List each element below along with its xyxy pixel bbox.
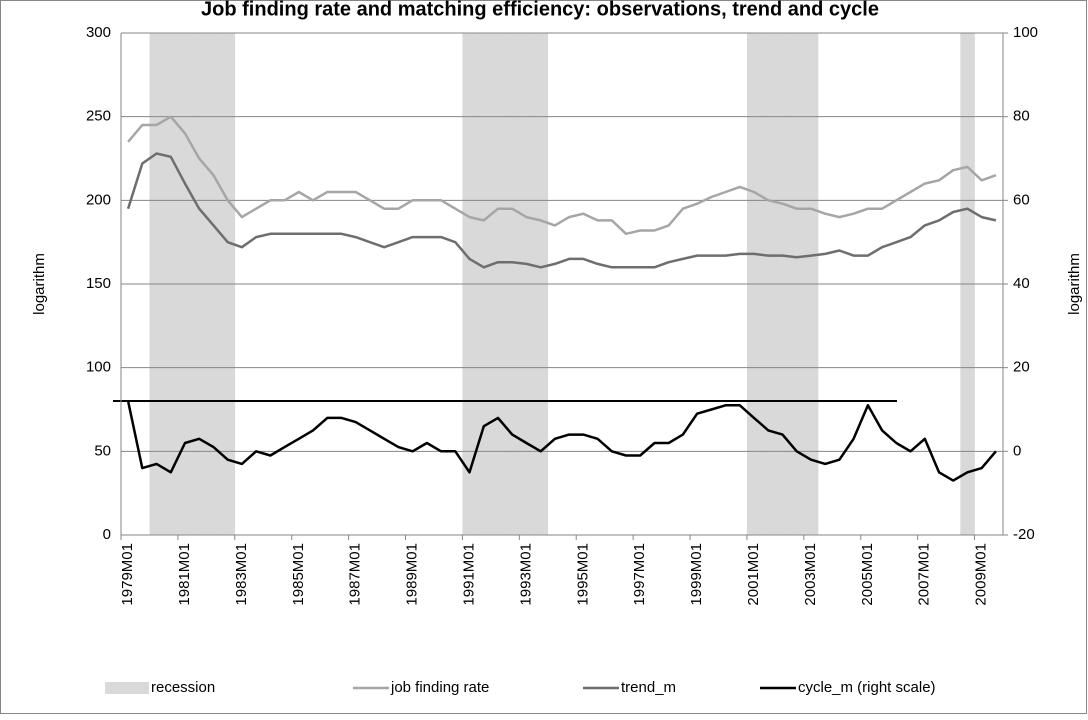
y-tick-label: 0 — [103, 526, 111, 543]
x-tick-label: 1981M01 — [176, 543, 193, 606]
y2-tick-label: 20 — [1013, 359, 1030, 376]
x-tick-label: 2003M01 — [802, 543, 819, 606]
y2-tick-label: 80 — [1013, 108, 1030, 125]
y-tick-label: 250 — [86, 108, 111, 125]
legend-label: job finding rate — [390, 679, 489, 696]
legend-swatch — [105, 682, 149, 694]
x-tick-label: 2007M01 — [916, 543, 933, 606]
x-tick-label: 1993M01 — [517, 543, 534, 606]
x-tick-label: 2001M01 — [745, 543, 762, 606]
x-tick-label: 1985M01 — [290, 543, 307, 606]
y2-tick-label: 0 — [1013, 442, 1021, 459]
y-tick-label: 300 — [86, 24, 111, 41]
y2-tick-label: 40 — [1013, 275, 1030, 292]
series-line — [126, 152, 997, 269]
y-tick-label: 150 — [86, 275, 111, 292]
x-tick-label: 1983M01 — [233, 543, 250, 606]
y2-tick-label: -20 — [1013, 526, 1035, 543]
x-tick-label: 2005M01 — [859, 543, 876, 606]
x-tick-label: 2009M01 — [973, 543, 990, 606]
chart-title: Job finding rate and matching efficiency… — [201, 0, 879, 20]
x-tick-label: 1995M01 — [574, 543, 591, 606]
y2-tick-label: 100 — [1013, 24, 1038, 41]
y-axis-label: logarithm — [31, 253, 48, 315]
plot-area — [121, 32, 1003, 536]
series-line — [127, 115, 997, 236]
legend-label: cycle_m (right scale) — [798, 679, 936, 696]
y-tick-label: 100 — [86, 359, 111, 376]
x-tick-label: 1991M01 — [461, 543, 478, 606]
x-tick-label: 1979M01 — [119, 543, 136, 606]
y-tick-label: 200 — [86, 191, 111, 208]
x-tick-label: 1989M01 — [404, 543, 421, 606]
x-tick-label: 1987M01 — [347, 543, 364, 606]
y-tick-label: 50 — [94, 442, 111, 459]
x-tick-label: 1997M01 — [631, 543, 648, 606]
legend-label: trend_m — [621, 679, 676, 696]
x-tick-label: 1999M01 — [688, 543, 705, 606]
legend-label: recession — [151, 679, 215, 696]
y2-tick-label: 60 — [1013, 191, 1030, 208]
series-line — [126, 400, 997, 482]
y2-axis-label: logarithm — [1066, 253, 1083, 315]
